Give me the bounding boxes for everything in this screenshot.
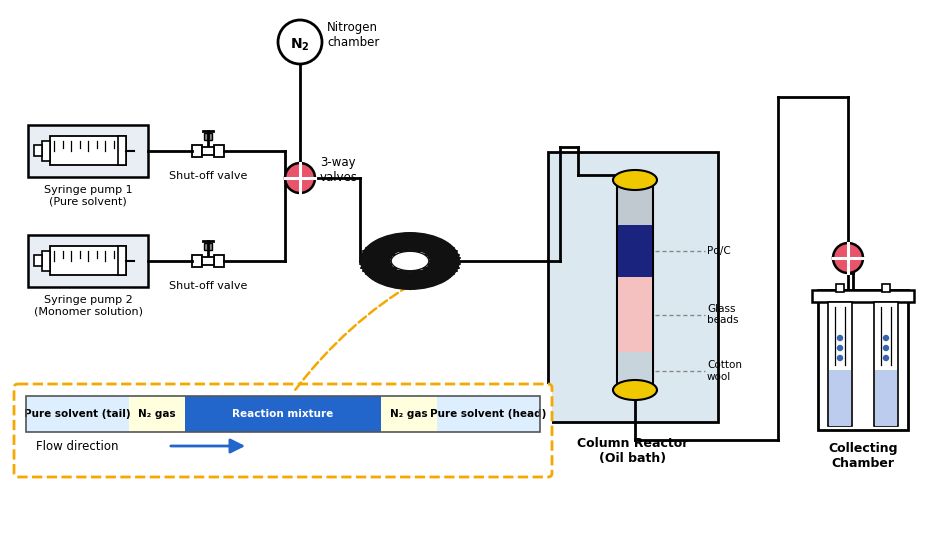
Bar xyxy=(618,352,652,390)
FancyBboxPatch shape xyxy=(214,145,224,157)
Text: Collecting
Chamber: Collecting Chamber xyxy=(828,442,898,470)
Text: Pure solvent (head): Pure solvent (head) xyxy=(430,409,546,419)
Ellipse shape xyxy=(391,251,428,271)
Bar xyxy=(618,225,652,277)
FancyBboxPatch shape xyxy=(202,257,214,265)
FancyBboxPatch shape xyxy=(874,302,898,426)
Text: Syringe pump 1
(Pure solvent): Syringe pump 1 (Pure solvent) xyxy=(44,185,132,207)
Circle shape xyxy=(883,335,888,341)
FancyBboxPatch shape xyxy=(26,396,129,432)
Text: Flow direction: Flow direction xyxy=(36,440,118,453)
Bar xyxy=(617,180,653,390)
Ellipse shape xyxy=(613,380,657,400)
Text: N₂ gas: N₂ gas xyxy=(138,409,176,419)
FancyBboxPatch shape xyxy=(818,290,908,430)
FancyBboxPatch shape xyxy=(882,284,890,292)
FancyBboxPatch shape xyxy=(548,152,718,422)
FancyBboxPatch shape xyxy=(812,290,914,302)
FancyBboxPatch shape xyxy=(192,255,202,267)
FancyBboxPatch shape xyxy=(50,136,126,165)
FancyBboxPatch shape xyxy=(42,141,50,161)
Bar xyxy=(829,370,851,426)
Circle shape xyxy=(838,345,843,351)
Text: Nitrogen
chamber: Nitrogen chamber xyxy=(327,21,380,49)
FancyBboxPatch shape xyxy=(192,145,202,157)
Text: Reaction mixture: Reaction mixture xyxy=(232,409,333,419)
FancyBboxPatch shape xyxy=(204,133,212,140)
FancyBboxPatch shape xyxy=(202,147,214,155)
Text: 3-way
valves: 3-way valves xyxy=(320,156,358,184)
Circle shape xyxy=(285,163,315,193)
Ellipse shape xyxy=(390,250,429,272)
FancyBboxPatch shape xyxy=(186,396,381,432)
FancyBboxPatch shape xyxy=(34,145,42,157)
Circle shape xyxy=(838,335,843,341)
Circle shape xyxy=(278,20,322,64)
Text: Shut-off valve: Shut-off valve xyxy=(169,281,248,291)
FancyBboxPatch shape xyxy=(118,136,126,165)
Text: N₂ gas: N₂ gas xyxy=(390,409,427,419)
FancyBboxPatch shape xyxy=(28,235,148,287)
Text: Pd/C: Pd/C xyxy=(707,246,731,256)
FancyBboxPatch shape xyxy=(437,396,540,432)
FancyBboxPatch shape xyxy=(381,396,437,432)
Text: N: N xyxy=(291,37,303,51)
FancyBboxPatch shape xyxy=(214,255,224,267)
Text: 2: 2 xyxy=(302,42,308,52)
Circle shape xyxy=(883,356,888,360)
Text: Shut-off valve: Shut-off valve xyxy=(169,171,248,181)
Circle shape xyxy=(838,356,843,360)
Text: Pure solvent (tail): Pure solvent (tail) xyxy=(24,409,130,419)
FancyBboxPatch shape xyxy=(118,246,126,275)
FancyBboxPatch shape xyxy=(14,384,552,477)
FancyBboxPatch shape xyxy=(42,251,50,271)
Circle shape xyxy=(833,243,863,273)
FancyBboxPatch shape xyxy=(34,255,42,266)
Bar xyxy=(875,370,897,426)
Ellipse shape xyxy=(613,170,657,190)
Circle shape xyxy=(883,345,888,351)
Text: Syringe pump 2
(Monomer solution): Syringe pump 2 (Monomer solution) xyxy=(33,295,143,317)
FancyBboxPatch shape xyxy=(28,125,148,177)
Bar xyxy=(618,277,652,352)
FancyBboxPatch shape xyxy=(50,246,126,275)
Text: Column Reactor
(Oil bath): Column Reactor (Oil bath) xyxy=(577,437,688,465)
Text: Cotton
wool: Cotton wool xyxy=(707,360,742,382)
Text: Glass
beads: Glass beads xyxy=(707,304,739,325)
FancyBboxPatch shape xyxy=(828,302,852,426)
FancyBboxPatch shape xyxy=(836,284,844,292)
FancyBboxPatch shape xyxy=(204,243,212,250)
FancyBboxPatch shape xyxy=(129,396,186,432)
Ellipse shape xyxy=(360,232,460,290)
